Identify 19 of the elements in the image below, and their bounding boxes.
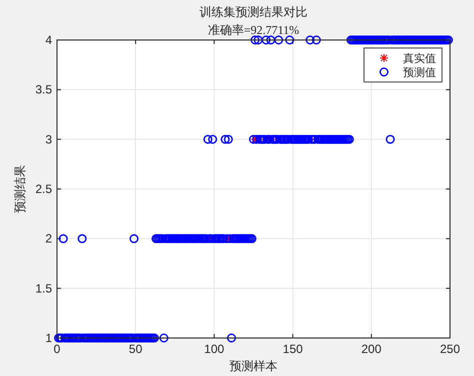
x-axis-title: 预测样本 [230,359,278,373]
y-tick-label: 1.5 [35,281,52,296]
legend-label: 预测值 [403,67,436,79]
legend-label: 真实值 [403,52,436,65]
x-tick-label: 100 [204,342,225,356]
x-tick-label: 250 [440,342,460,356]
x-tick-label: 150 [282,342,304,356]
x-tick-label: 200 [361,342,382,356]
x-tick-label: 0 [54,342,61,356]
y-tick-label: 4 [45,33,52,47]
y-tick-label: 2 [45,232,52,246]
y-tick-label: 3 [45,132,52,146]
chart-subtitle: 准确率=92.7711% [208,23,300,37]
y-tick-label: 1 [45,331,52,345]
y-tick-label: 3.5 [35,82,52,97]
y-tick-label: 2.5 [35,182,52,196]
x-tick-label: 50 [128,342,143,356]
y-axis-title: 预测结果 [13,165,27,213]
chart-title: 训练集预测结果对比 [200,5,308,19]
